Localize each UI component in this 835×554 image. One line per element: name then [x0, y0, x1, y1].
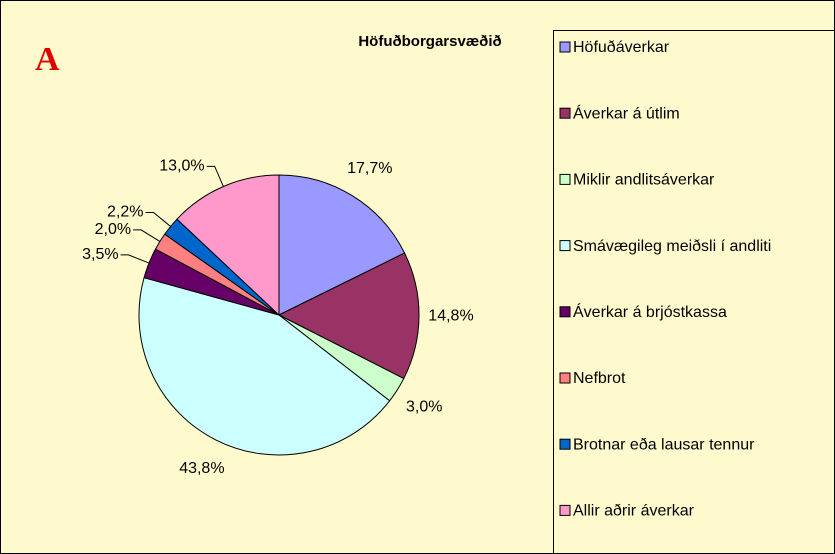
legend-swatch — [559, 107, 571, 119]
data-label: 2,0% — [95, 221, 131, 238]
legend-swatch — [559, 438, 571, 450]
legend-swatch — [559, 504, 571, 516]
data-label: 3,5% — [82, 246, 118, 263]
pie-slice — [277, 252, 420, 380]
legend-label: Smávægileg meiðsli í andliti — [573, 238, 771, 255]
leader-line — [133, 229, 161, 242]
leader-line — [206, 165, 224, 187]
legend-swatch — [559, 240, 571, 252]
legend-label: Áverkar á útlim — [573, 103, 680, 122]
legend-label: Höfuðáverkar — [573, 39, 670, 56]
legend-box — [553, 30, 835, 554]
pie-slice — [278, 174, 406, 316]
legend-swatch — [559, 306, 571, 318]
legend-label: Brotnar eða lausar tennur — [573, 436, 755, 453]
legend-label: Áverkar á brjóstkassa — [573, 302, 727, 321]
legend-label: Miklir andlitsáverkar — [573, 172, 715, 189]
panel-label: A — [35, 41, 60, 78]
legend-swatch — [559, 41, 571, 53]
legend-label: Allir aðrir áverkar — [573, 503, 695, 520]
pie-slice — [138, 277, 391, 456]
data-label: 14,8% — [428, 307, 473, 324]
legend-label: Nefbrot — [573, 370, 626, 387]
leader-line — [120, 254, 150, 264]
data-label: 17,7% — [347, 160, 392, 177]
chart-title: Höfuðborgarsvæðið — [358, 33, 501, 50]
legend-swatch — [559, 372, 571, 384]
data-label: 2,2% — [107, 204, 143, 221]
data-label: 3,0% — [406, 398, 442, 415]
data-label: 43,8% — [179, 460, 224, 477]
data-label: 13,0% — [159, 158, 204, 175]
leader-line — [145, 212, 171, 227]
legend-swatch — [559, 173, 571, 185]
